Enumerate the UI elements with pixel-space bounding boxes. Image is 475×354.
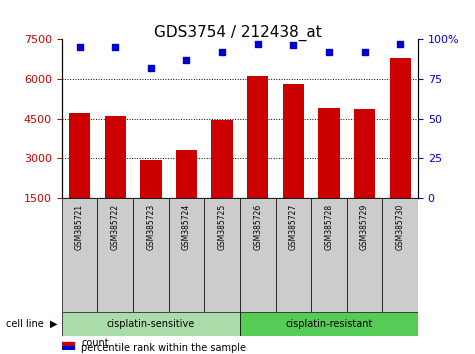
Text: cisplatin-sensitive: cisplatin-sensitive [107, 319, 195, 329]
Bar [62, 198, 97, 312]
Text: GSM385728: GSM385728 [324, 204, 333, 250]
Text: GSM385727: GSM385727 [289, 204, 298, 250]
Text: GSM385724: GSM385724 [182, 204, 191, 250]
Text: GSM385725: GSM385725 [218, 204, 227, 250]
Bar [240, 198, 276, 312]
Point [147, 65, 155, 70]
Bar [133, 198, 169, 312]
Point [254, 41, 261, 47]
Point [111, 44, 119, 50]
Point [396, 41, 404, 47]
Bar [62, 312, 240, 336]
Bar [62, 342, 74, 345]
Text: GDS3754 / 212438_at: GDS3754 / 212438_at [153, 25, 322, 41]
Text: GSM385723: GSM385723 [146, 204, 155, 250]
Bar [390, 58, 411, 198]
Point [218, 49, 226, 55]
Text: GSM385729: GSM385729 [360, 204, 369, 250]
Bar [347, 198, 382, 312]
Text: GSM385721: GSM385721 [75, 204, 84, 250]
Bar [204, 198, 240, 312]
Bar [169, 198, 204, 312]
Text: cisplatin-resistant: cisplatin-resistant [285, 319, 372, 329]
Bar [211, 120, 233, 198]
Text: GSM385726: GSM385726 [253, 204, 262, 250]
Bar [176, 150, 197, 198]
Bar [247, 76, 268, 198]
Text: GSM385730: GSM385730 [396, 204, 405, 250]
Bar [276, 198, 311, 312]
Point [182, 57, 190, 63]
Point [76, 44, 84, 50]
Bar [69, 113, 90, 198]
Bar [311, 198, 347, 312]
Bar [97, 198, 133, 312]
Point [289, 42, 297, 48]
Text: cell line  ▶: cell line ▶ [6, 319, 57, 329]
Bar [283, 84, 304, 198]
Text: GSM385722: GSM385722 [111, 204, 120, 250]
Bar [318, 108, 340, 198]
Bar [140, 160, 162, 198]
Point [325, 49, 332, 55]
Bar [240, 312, 418, 336]
Text: percentile rank within the sample: percentile rank within the sample [81, 343, 247, 353]
Bar [104, 116, 126, 198]
Bar [354, 109, 375, 198]
Text: count: count [81, 338, 109, 348]
Point [361, 49, 369, 55]
Bar [382, 198, 418, 312]
Bar [62, 347, 74, 349]
